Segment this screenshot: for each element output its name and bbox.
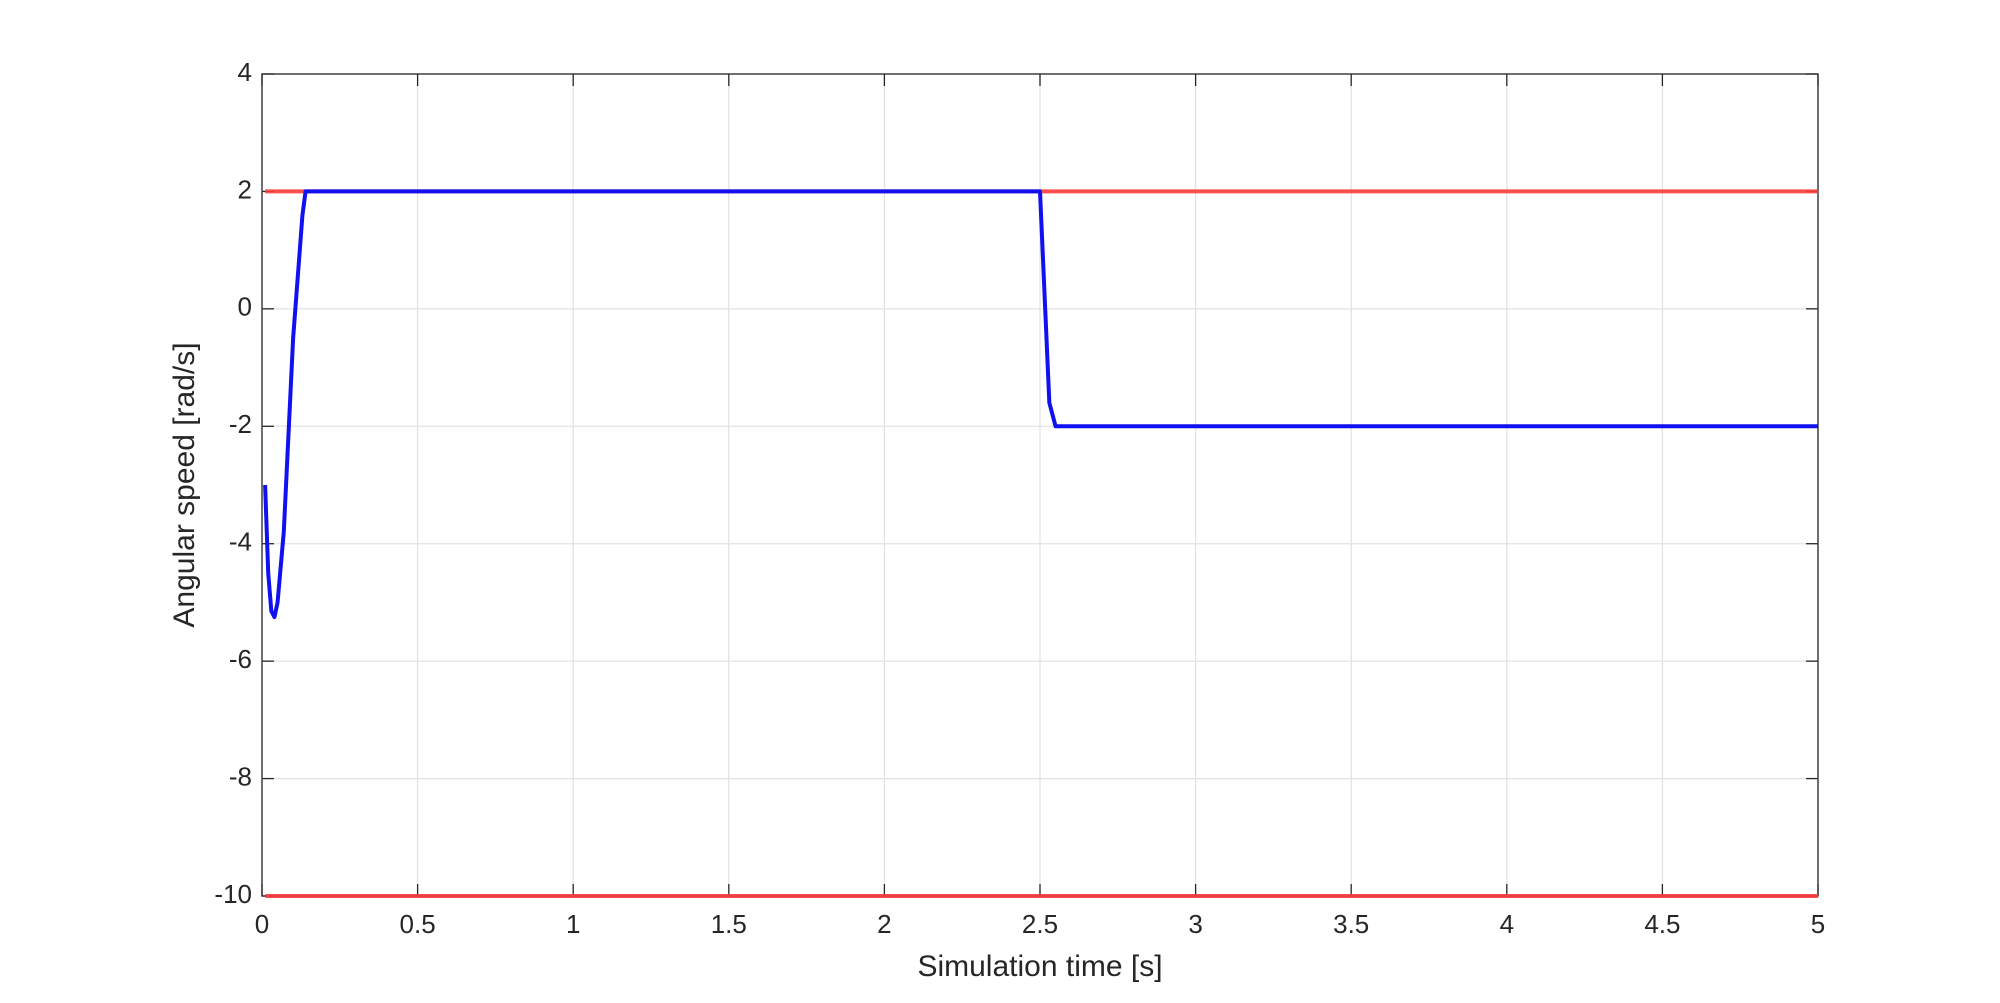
x-tick-label: 2.5	[1022, 909, 1058, 939]
y-tick-label: 4	[238, 57, 252, 87]
data-line	[263, 189, 1818, 620]
x-tick-label: 4	[1500, 909, 1514, 939]
y-tick-label: -10	[214, 879, 252, 909]
x-tick-label: 1.5	[711, 909, 747, 939]
x-tick-label: 1	[566, 909, 580, 939]
y-tick-label: -2	[229, 409, 252, 439]
x-tick-label: 2	[877, 909, 891, 939]
y-tick-label: -6	[229, 644, 252, 674]
y-tick-label: -4	[229, 527, 252, 557]
x-tick-label: 3	[1188, 909, 1202, 939]
y-tick-label: 2	[238, 174, 252, 204]
x-tick-label: 0	[255, 909, 269, 939]
y-tick-label: -8	[229, 761, 252, 791]
x-tick-label: 3.5	[1333, 909, 1369, 939]
x-tick-label: 5	[1811, 909, 1825, 939]
y-tick-label: 0	[238, 292, 252, 322]
x-axis-label: Simulation time [s]	[917, 950, 1162, 983]
x-tick-label: 0.5	[400, 909, 436, 939]
y-axis-label: Angular speed [rad/s]	[168, 342, 201, 627]
x-tick-label: 4.5	[1644, 909, 1680, 939]
